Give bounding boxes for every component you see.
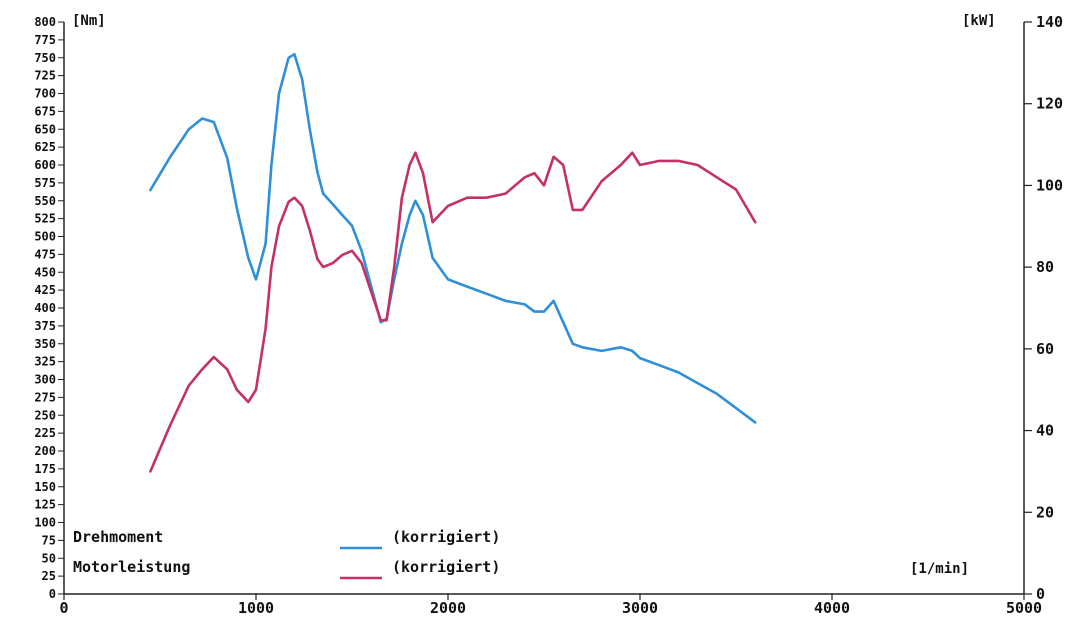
right-tick-label-7: 140 [1036,13,1063,31]
series-line-drehmoment [149,52,757,424]
x-tick-label-3: 3000 [622,599,658,617]
legend-label-drehmoment: Drehmoment [73,528,163,546]
right-tick-label-3: 60 [1036,340,1054,358]
left-tick-label-9: 225 [34,426,56,440]
left-tick-label-28: 700 [34,87,56,101]
x-tick-label-0: 0 [59,599,68,617]
left-tick-label-2: 50 [42,551,56,565]
right-tick-label-4: 80 [1036,258,1054,276]
left-tick-label-26: 650 [34,122,56,136]
x-tick-label-4: 4000 [814,599,850,617]
left-tick-label-14: 350 [34,337,56,351]
left-tick-label-25: 625 [34,140,56,154]
legend-label-motorleistung: Motorleistung [73,558,190,576]
left-tick-label-6: 150 [34,480,56,494]
axes-frame [63,22,1025,595]
left-tick-label-11: 275 [34,390,56,404]
left-y-ticks: 0 25 50 75 100 125 150 175 200 225 250 275 300 325 350… [34,15,64,601]
left-tick-label-10: 250 [34,408,56,422]
left-axis-unit: [Nm] [72,13,106,29]
left-tick-label-24: 600 [34,158,56,172]
left-tick-label-13: 325 [34,355,56,369]
right-axis-unit: [kW] [962,13,996,29]
right-tick-label-6: 120 [1036,95,1063,113]
right-tick-label-0: 0 [1036,585,1045,603]
x-tick-label-2: 2000 [430,599,466,617]
x-ticks: 0 1000 2000 3000 4000 5000 [59,594,1042,617]
left-tick-label-23: 575 [34,176,56,190]
left-tick-label-8: 200 [34,444,56,458]
left-tick-label-17: 425 [34,283,56,297]
right-y-ticks: 0 20 40 60 80 100 120 140 [1024,13,1063,603]
legend-note-drehmoment: (korrigiert) [392,528,500,546]
left-tick-label-7: 175 [34,462,56,476]
left-tick-label-18: 450 [34,265,56,279]
left-tick-label-1: 25 [42,569,56,583]
left-tick-label-3: 75 [42,533,56,547]
left-tick-label-21: 525 [34,212,56,226]
legend-note-motorleistung: (korrigiert) [392,558,500,576]
left-tick-label-22: 550 [34,194,56,208]
left-tick-label-15: 375 [34,319,56,333]
x-tick-label-5: 5000 [1006,599,1042,617]
left-tick-label-5: 125 [34,498,56,512]
left-tick-label-32: 800 [34,15,56,29]
left-tick-label-31: 775 [34,33,56,47]
series-layer [149,52,757,473]
left-tick-label-29: 725 [34,69,56,83]
series-line-motorleistung [149,151,757,473]
left-tick-label-20: 500 [34,230,56,244]
right-tick-label-1: 20 [1036,503,1054,521]
x-axis-unit: [1/min] [910,561,969,577]
left-tick-label-19: 475 [34,247,56,261]
right-tick-label-5: 100 [1036,176,1063,194]
left-tick-label-4: 100 [34,516,56,530]
left-tick-label-27: 675 [34,104,56,118]
left-tick-label-30: 750 [34,51,56,65]
x-tick-label-1: 1000 [238,599,274,617]
left-tick-label-12: 300 [34,373,56,387]
left-tick-label-0: 0 [49,587,56,601]
legend: Drehmoment (korrigiert) Motorleistung (k… [73,528,500,580]
right-tick-label-2: 40 [1036,422,1054,440]
left-tick-label-16: 400 [34,301,56,315]
